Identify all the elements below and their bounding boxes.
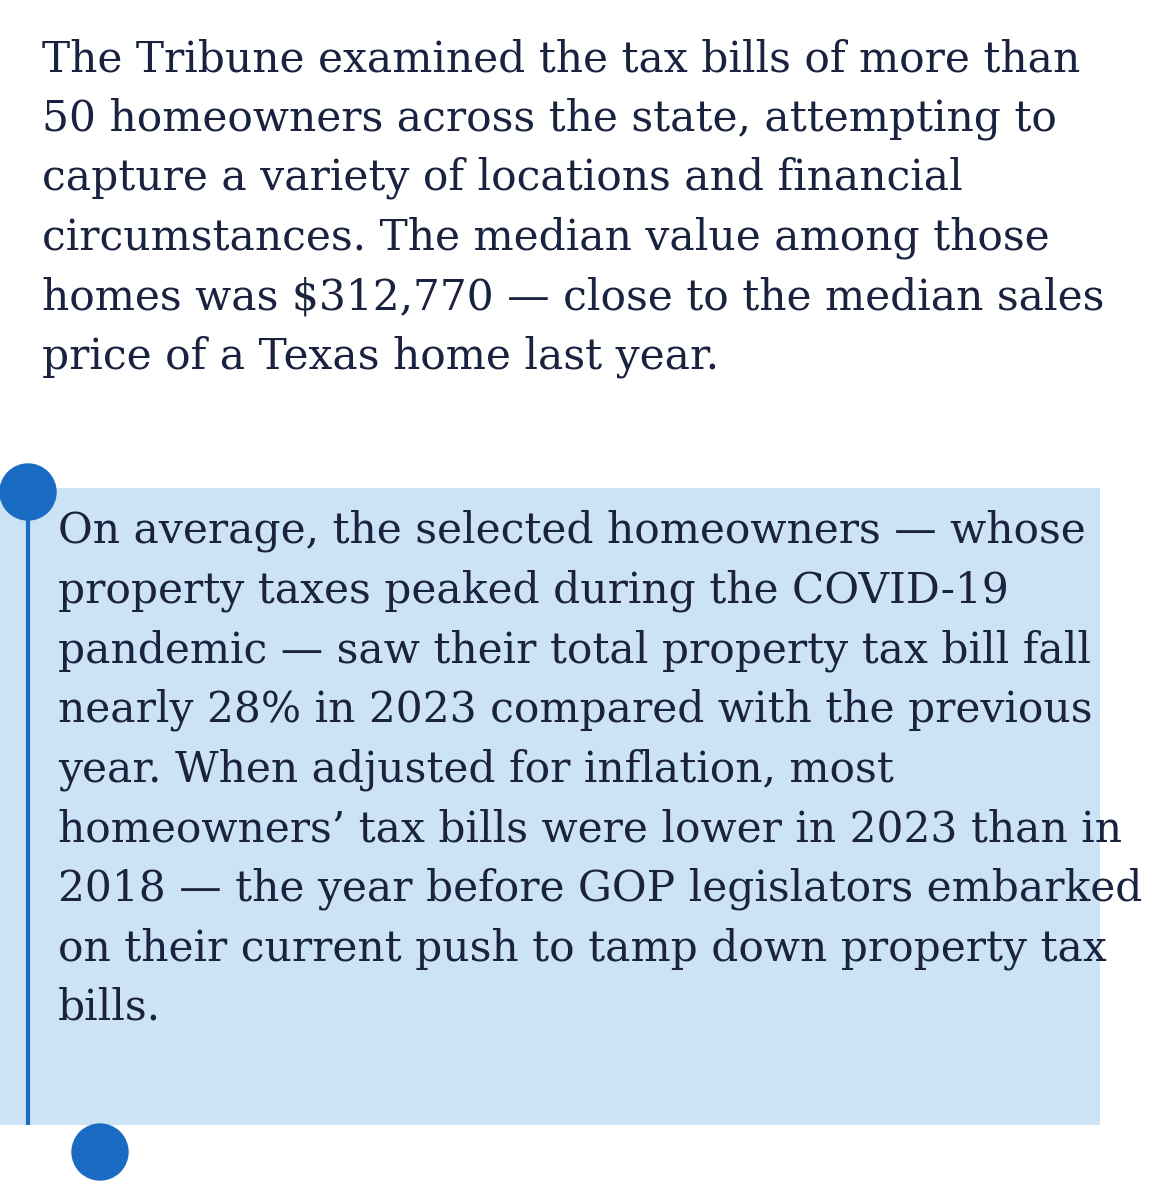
Circle shape [72, 1124, 127, 1180]
Text: On average, the selected homeowners — whose
property taxes peaked during the COV: On average, the selected homeowners — wh… [58, 510, 1142, 1028]
Circle shape [0, 464, 56, 520]
FancyBboxPatch shape [0, 488, 1100, 1126]
Text: The Tribune examined the tax bills of more than
50 homeowners across the state, : The Tribune examined the tax bills of mo… [42, 38, 1105, 378]
